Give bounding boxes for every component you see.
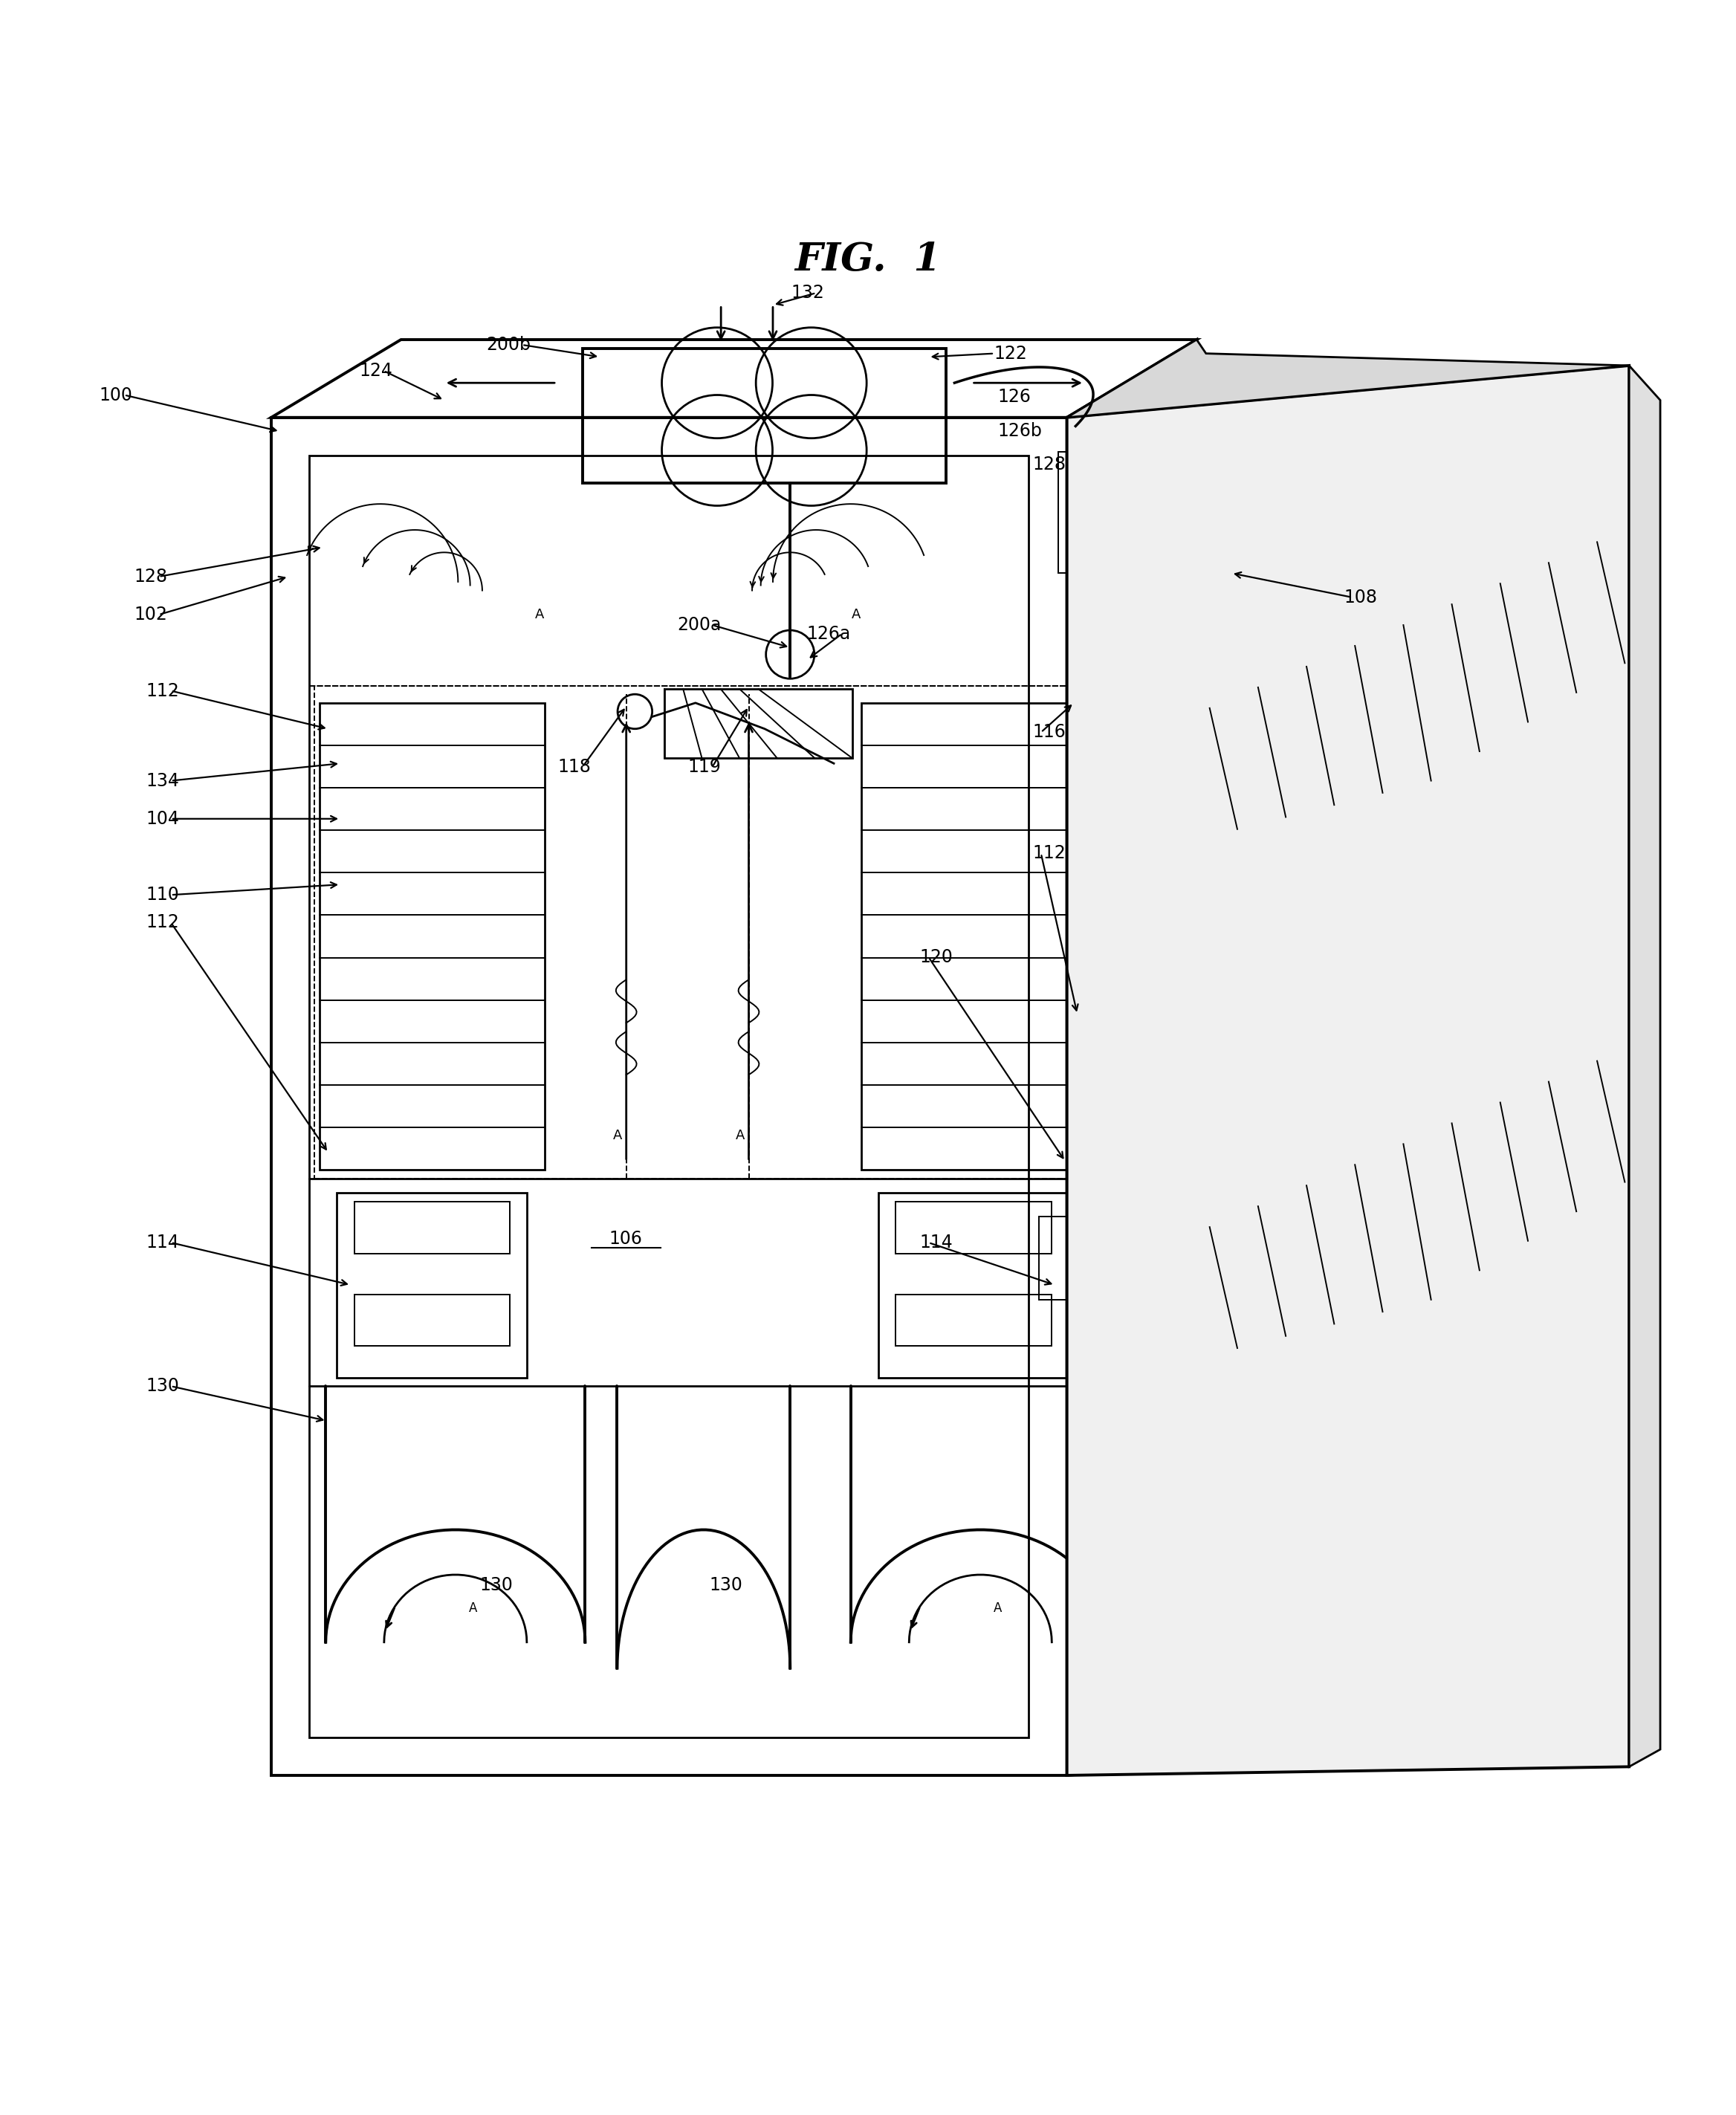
Text: A: A [736, 1129, 745, 1142]
Bar [583, 417, 946, 482]
Text: 118: 118 [557, 757, 592, 776]
Text: 126b: 126b [998, 423, 1042, 440]
Text: 200a: 200a [677, 615, 720, 634]
Text: 108: 108 [1344, 588, 1377, 607]
Text: 100: 100 [99, 387, 134, 404]
Bar [861, 702, 1087, 1170]
Text: 120: 120 [920, 948, 953, 967]
Text: 130: 130 [479, 1576, 512, 1595]
Bar [1059, 453, 1111, 573]
Bar [583, 349, 946, 417]
Text: 116: 116 [1033, 723, 1066, 740]
Text: 106: 106 [609, 1231, 642, 1248]
Text: 130: 130 [710, 1576, 743, 1595]
Text: 128: 128 [134, 567, 167, 586]
Text: 200b: 200b [486, 336, 531, 353]
Text: 128: 128 [1033, 455, 1066, 474]
Text: 114: 114 [146, 1233, 179, 1252]
Text: 134: 134 [146, 772, 179, 789]
Text: FIG.  1: FIG. 1 [795, 241, 941, 279]
Bar [665, 689, 852, 759]
Text: 122: 122 [995, 345, 1028, 362]
Text: A: A [613, 1129, 621, 1142]
Bar [878, 1193, 1069, 1377]
Text: 126a: 126a [807, 624, 851, 643]
Polygon shape [1068, 341, 1628, 417]
Text: A: A [469, 1601, 477, 1616]
Text: 124: 124 [359, 362, 392, 381]
Text: 130: 130 [146, 1377, 179, 1396]
Text: A: A [993, 1601, 1002, 1616]
Text: A: A [851, 607, 861, 622]
Bar [896, 1294, 1052, 1347]
Bar [354, 1294, 510, 1347]
Text: 110: 110 [146, 886, 179, 903]
Bar [337, 1193, 528, 1377]
Text: 102: 102 [134, 605, 167, 624]
Text: 104: 104 [146, 810, 179, 827]
Polygon shape [1068, 366, 1628, 1774]
Text: 119: 119 [687, 757, 720, 776]
Text: 132: 132 [792, 283, 825, 302]
Text: 114: 114 [920, 1233, 953, 1252]
Bar [1040, 1216, 1092, 1301]
Polygon shape [1068, 341, 1196, 1774]
Bar [314, 685, 1092, 1178]
Bar [896, 1201, 1052, 1254]
Text: 112: 112 [146, 914, 179, 931]
Bar [319, 702, 545, 1170]
Text: 112: 112 [1033, 844, 1066, 863]
Text: 126: 126 [998, 387, 1031, 406]
Bar [354, 1201, 510, 1254]
Polygon shape [1628, 366, 1660, 1766]
Bar [309, 455, 1029, 1736]
Bar [271, 417, 1068, 1774]
Text: A: A [535, 607, 543, 622]
Text: 112: 112 [146, 681, 179, 700]
